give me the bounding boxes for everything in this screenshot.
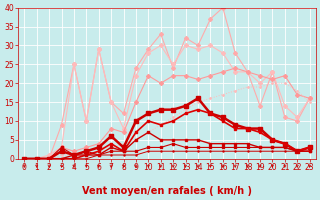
X-axis label: Vent moyen/en rafales ( km/h ): Vent moyen/en rafales ( km/h ) <box>82 186 252 196</box>
